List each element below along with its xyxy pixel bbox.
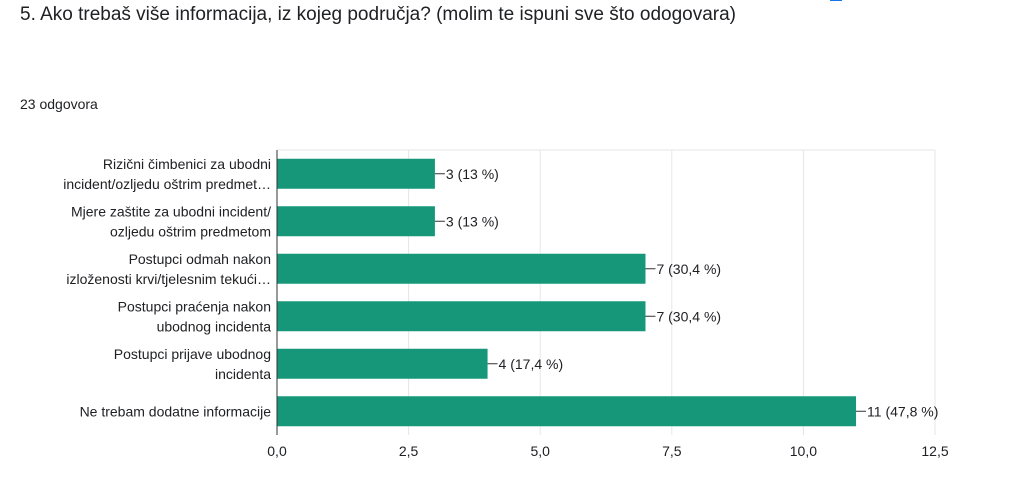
bar [277,396,857,427]
bar [277,301,646,332]
category-label: Rizični čimbenici za ubodni [103,156,271,172]
category-label: izloženosti krvi/tjelesnim tekući… [66,271,271,287]
edit-icon[interactable] [828,0,844,4]
chart-gridlines [276,149,936,435]
chart-labels: 0,0 2,5 5,0 7,5 10,0 12,5 3 (13 %) Rizični čimb… [63,156,949,459]
data-label: 4 (17,4 %) [499,356,564,372]
category-label: Postupci prijave ubodnog [114,346,271,362]
data-label: 7 (30,4 %) [656,261,721,277]
chart-bars [276,150,857,435]
x-tick-label: 2,5 [399,443,419,459]
x-tick-label: 10,0 [790,443,817,459]
question-title: 5. Ako trebaš više informacija, iz kojeg… [20,4,737,25]
category-label: ubodnog incidenta [157,318,272,334]
data-label: 11 (47,8 %) [867,403,938,419]
category-label: Postupci praćenja nakon [118,298,271,314]
bar [277,158,435,189]
category-label: Mjere zaštite za ubodni incident/ [71,203,271,219]
category-label: incidenta [215,366,271,382]
bar [277,206,435,237]
response-count: 23 odgovora [20,96,98,112]
x-tick-label: 5,0 [530,443,550,459]
bar [277,253,646,284]
bar [277,348,488,379]
data-label: 7 (30,4 %) [656,308,721,324]
x-tick-label: 7,5 [662,443,682,459]
data-label: 3 (13 %) [446,166,499,182]
x-tick-label: 12,5 [921,443,948,459]
category-label: ozljedu oštrim predmetom [110,223,271,239]
data-label: 3 (13 %) [446,213,499,229]
category-label: incident/ozljedu oštrim predmet… [63,176,271,192]
x-tick-label: 0,0 [267,443,287,459]
category-label: Postupci odmah nakon [129,251,271,267]
category-label: Ne trebam dodatne informacije [80,403,272,419]
